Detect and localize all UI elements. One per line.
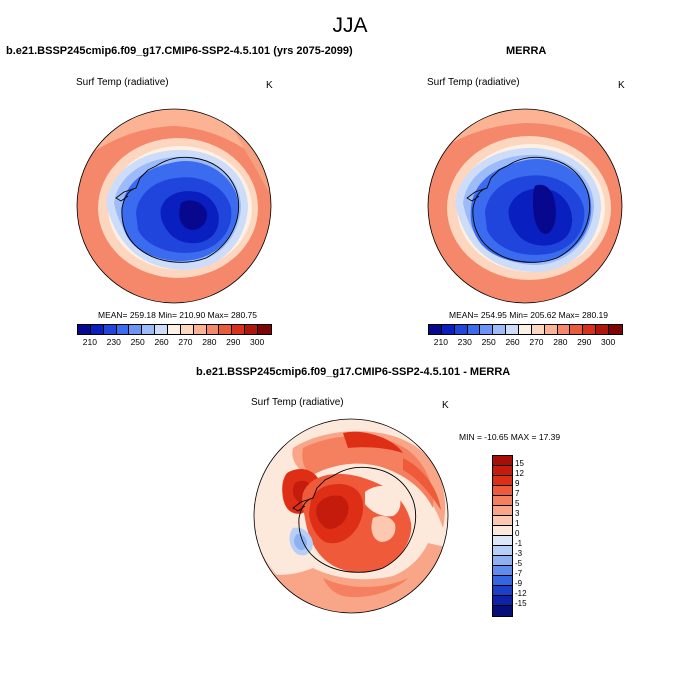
model-polar-map: [76, 108, 272, 304]
colorbar-tick-label: 210: [433, 337, 448, 347]
obs-polar-map: [427, 108, 623, 304]
colorbar-tick-label: -15: [515, 599, 527, 608]
colorbar-swatch: [519, 325, 532, 334]
colorbar-swatch: [180, 325, 194, 334]
colorbar-swatch: [90, 325, 104, 334]
obs-colorbar: [428, 324, 623, 335]
colorbar-swatch: [493, 486, 512, 496]
colorbar-tick-label: -9: [515, 579, 523, 588]
colorbar-tick-label: 12: [515, 469, 524, 478]
colorbar-tick-label: 7: [515, 489, 520, 498]
colorbar-swatch: [258, 325, 271, 334]
obs-units-label: K: [618, 80, 625, 91]
colorbar-swatch: [429, 325, 442, 334]
colorbar-swatch: [531, 325, 545, 334]
colorbar-swatch: [467, 325, 481, 334]
colorbar-swatch: [493, 536, 512, 546]
colorbar-swatch: [609, 325, 622, 334]
colorbar-swatch: [583, 325, 597, 334]
model-panel-title: b.e21.BSSP245cmip6.f09_g17.CMIP6-SSP2-4.…: [6, 45, 353, 57]
colorbar-swatch: [493, 566, 512, 576]
colorbar-swatch: [206, 325, 220, 334]
diff-colorbar-ticks: 15 12 9 7 5 3 1 0 -1 -3 -5 -7 -9 -12 -15: [515, 455, 545, 615]
colorbar-tick-label: 250: [481, 337, 496, 347]
colorbar-tick-label: 0: [515, 529, 520, 538]
diff-stats: MIN = -10.65 MAX = 17.39: [459, 432, 561, 442]
colorbar-tick-label: -1: [515, 539, 523, 548]
colorbar-swatch: [493, 556, 512, 566]
colorbar-tick-label: 210: [82, 337, 97, 347]
colorbar-swatch: [78, 325, 91, 334]
colorbar-tick-label: 290: [226, 337, 241, 347]
colorbar-swatch: [493, 456, 512, 466]
colorbar-swatch: [493, 506, 512, 516]
colorbar-tick-label: -3: [515, 549, 523, 558]
model-colorbar-ticks: 210 230 250 260 270 280 290 300: [77, 337, 270, 349]
obs-stats: MEAN= 254.95 Min= 205.62 Max= 280.19: [449, 310, 609, 320]
colorbar-tick-label: -7: [515, 569, 523, 578]
colorbar-swatch: [232, 325, 246, 334]
figure-title: JJA: [332, 14, 368, 37]
obs-colorbar-ticks: 210 230 250 260 270 280 290 300: [428, 337, 621, 349]
colorbar-swatch: [570, 325, 584, 334]
colorbar-swatch: [129, 325, 143, 334]
colorbar-tick-label: 260: [154, 337, 169, 347]
colorbar-swatch: [103, 325, 117, 334]
colorbar-tick-label: -12: [515, 589, 527, 598]
colorbar-swatch: [493, 466, 512, 476]
diff-colorbar: [492, 455, 513, 617]
colorbar-tick-label: 230: [106, 337, 121, 347]
colorbar-tick-label: 280: [553, 337, 568, 347]
colorbar-swatch: [245, 325, 259, 334]
colorbar-tick-label: 9: [515, 479, 520, 488]
diff-units-label: K: [442, 400, 449, 411]
colorbar-swatch: [493, 476, 512, 486]
colorbar-tick-label: 260: [505, 337, 520, 347]
colorbar-tick-label: 300: [250, 337, 265, 347]
colorbar-tick-label: 230: [457, 337, 472, 347]
colorbar-swatch: [155, 325, 169, 334]
colorbar-tick-label: 300: [601, 337, 616, 347]
colorbar-swatch: [493, 325, 507, 334]
colorbar-swatch: [441, 325, 455, 334]
colorbar-swatch: [168, 325, 181, 334]
colorbar-tick-label: 5: [515, 499, 520, 508]
model-variable-label: Surf Temp (radiative): [76, 77, 169, 88]
colorbar-swatch: [480, 325, 494, 334]
colorbar-tick-label: 290: [577, 337, 592, 347]
colorbar-swatch: [493, 606, 512, 616]
colorbar-swatch: [544, 325, 558, 334]
model-units-label: K: [266, 80, 273, 91]
obs-variable-label: Surf Temp (radiative): [427, 77, 520, 88]
colorbar-swatch: [493, 596, 512, 606]
colorbar-tick-label: 15: [515, 459, 524, 468]
colorbar-tick-label: 3: [515, 509, 520, 518]
colorbar-swatch: [493, 546, 512, 556]
colorbar-tick-label: 1: [515, 519, 520, 528]
colorbar-tick-label: -5: [515, 559, 523, 568]
colorbar-tick-label: 270: [178, 337, 193, 347]
colorbar-swatch: [557, 325, 571, 334]
obs-panel-title: MERRA: [506, 45, 547, 57]
diff-polar-map: [253, 418, 449, 614]
colorbar-swatch: [493, 516, 512, 526]
colorbar-swatch: [596, 325, 610, 334]
model-stats: MEAN= 259.18 Min= 210.90 Max= 280.75: [98, 310, 258, 320]
diff-panel-title: b.e21.BSSP245cmip6.f09_g17.CMIP6-SSP2-4.…: [196, 366, 511, 378]
colorbar-swatch: [116, 325, 130, 334]
colorbar-swatch: [493, 576, 512, 586]
colorbar-swatch: [493, 496, 512, 506]
colorbar-swatch: [493, 526, 512, 536]
model-colorbar: [77, 324, 272, 335]
colorbar-swatch: [193, 325, 207, 334]
colorbar-swatch: [506, 325, 520, 334]
colorbar-tick-label: 270: [529, 337, 544, 347]
colorbar-tick-label: 250: [130, 337, 145, 347]
colorbar-swatch: [493, 586, 512, 596]
diff-variable-label: Surf Temp (radiative): [251, 397, 344, 408]
colorbar-swatch: [454, 325, 468, 334]
colorbar-swatch: [219, 325, 233, 334]
colorbar-tick-label: 280: [202, 337, 217, 347]
colorbar-swatch: [142, 325, 156, 334]
